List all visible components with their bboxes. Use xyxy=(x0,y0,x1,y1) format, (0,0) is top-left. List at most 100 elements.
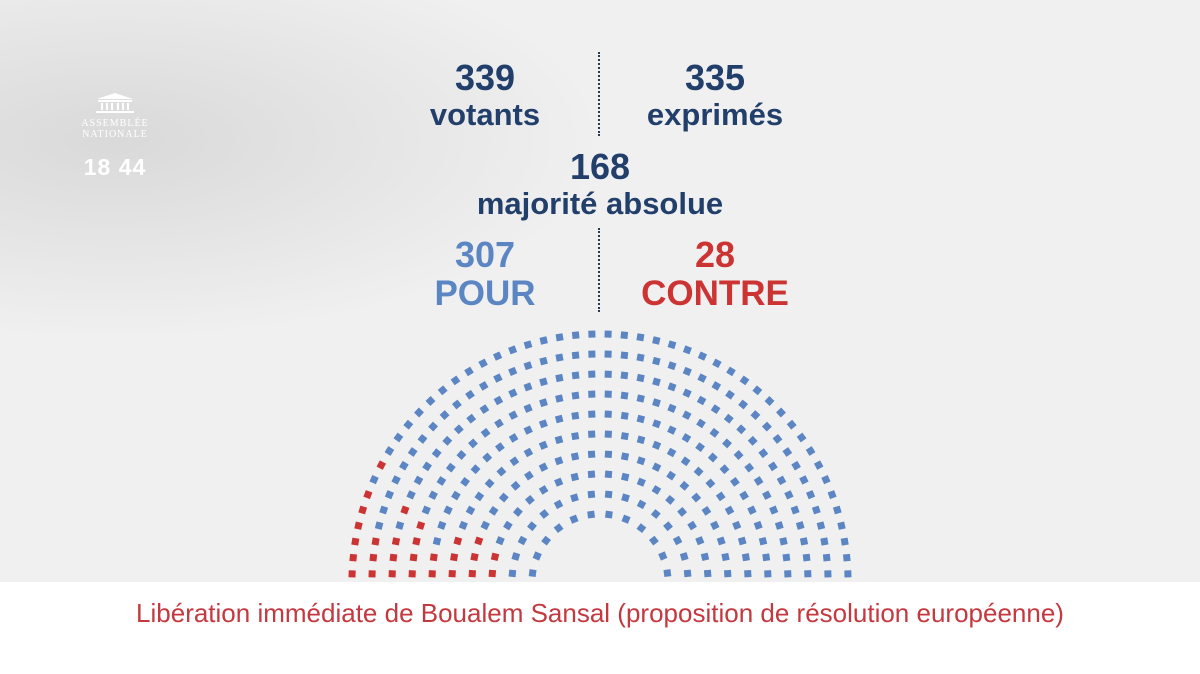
seat-pour xyxy=(667,361,677,371)
seat-pour xyxy=(384,446,395,456)
seat-pour xyxy=(604,510,613,519)
seat-pour xyxy=(620,351,629,360)
seat-contre xyxy=(349,553,358,562)
seat-pour xyxy=(604,490,613,499)
majorite-value: 168 xyxy=(569,146,631,187)
seat-pour xyxy=(488,506,499,516)
seat-pour xyxy=(508,366,518,376)
seat-pour xyxy=(538,462,549,472)
seat-pour xyxy=(587,470,596,479)
seat-pour xyxy=(620,432,629,441)
seat-pour xyxy=(651,485,662,495)
seat-pour xyxy=(723,569,732,578)
seat-pour xyxy=(524,470,534,481)
seat-pour xyxy=(682,345,692,355)
seat-pour xyxy=(786,419,797,430)
seat-pour xyxy=(652,377,661,387)
seat-pour xyxy=(682,410,692,420)
seat-pour xyxy=(665,494,676,505)
seat-pour xyxy=(523,403,533,413)
seat-pour xyxy=(478,358,488,369)
seat-pour xyxy=(697,373,707,383)
seat-contre xyxy=(368,570,376,578)
seat-pour xyxy=(827,490,837,500)
seat-contre xyxy=(429,553,438,562)
seat-pour xyxy=(738,399,749,410)
seat-contre xyxy=(470,552,479,562)
seat-pour xyxy=(484,478,495,489)
seat-pour xyxy=(764,570,772,578)
seat-pour xyxy=(604,430,612,438)
seat-pour xyxy=(799,537,809,546)
seat-pour xyxy=(744,570,752,578)
seat-pour xyxy=(621,493,630,503)
seat-pour xyxy=(421,505,431,515)
seat-contre xyxy=(371,537,380,546)
majorite-stat: 168 majorité absolue xyxy=(440,147,760,221)
logo-year: 18 44 xyxy=(83,154,147,180)
seat-pour xyxy=(620,452,630,461)
seat-pour xyxy=(511,552,521,561)
seat-pour xyxy=(604,470,613,479)
seat-pour xyxy=(588,410,596,418)
seat-pour xyxy=(652,398,661,408)
seat-contre xyxy=(409,553,418,562)
seat-pour xyxy=(711,381,722,391)
divider-top xyxy=(598,52,600,136)
seat-pour xyxy=(571,371,580,380)
seat-pour xyxy=(666,447,677,458)
seat-contre xyxy=(488,569,497,578)
seat-pour xyxy=(620,331,629,340)
seat-pour xyxy=(425,396,436,406)
seat-contre xyxy=(391,537,401,546)
seat-pour xyxy=(842,553,851,562)
seat-pour xyxy=(554,414,564,424)
seat-pour xyxy=(652,440,662,450)
contre-value: 28 xyxy=(694,234,736,275)
seat-contre xyxy=(448,570,456,578)
seat-pour xyxy=(510,480,521,491)
seat-pour xyxy=(824,570,832,578)
seat-pour xyxy=(464,366,474,377)
seat-contre xyxy=(363,490,373,500)
seat-pour xyxy=(527,521,537,532)
seat-pour xyxy=(784,490,794,500)
seat-pour xyxy=(587,510,596,519)
seat-pour xyxy=(417,433,428,444)
seat-pour xyxy=(439,410,450,421)
seat-pour xyxy=(805,446,816,456)
seat-pour xyxy=(470,464,481,475)
assemblee-nationale-logo: ASSEMBLÉE NATIONALE 18 44 xyxy=(72,92,158,181)
seat-pour xyxy=(555,394,564,403)
seat-pour xyxy=(538,419,548,429)
seat-pour xyxy=(795,521,805,530)
seat-pour xyxy=(700,552,710,562)
seat-pour xyxy=(796,432,807,443)
seat-pour xyxy=(779,537,788,546)
seat-pour xyxy=(832,505,842,515)
seat-pour xyxy=(703,569,712,578)
seat-pour xyxy=(747,505,757,515)
seat-pour xyxy=(687,520,697,531)
seat-pour xyxy=(667,340,677,350)
seat-contre xyxy=(389,553,398,562)
seat-pour xyxy=(604,390,612,398)
seat-pour xyxy=(493,373,503,383)
seat-pour xyxy=(569,514,579,524)
seat-pour xyxy=(636,499,647,510)
seat-pour xyxy=(667,382,677,392)
seat-pour xyxy=(648,535,659,546)
seat-pour xyxy=(724,505,735,516)
seat-pour xyxy=(681,433,692,443)
seat-pour xyxy=(466,413,477,424)
logo-name-line1: ASSEMBLÉE xyxy=(81,118,149,129)
seat-pour xyxy=(672,535,683,546)
seat-pour xyxy=(737,536,747,546)
seat-pour xyxy=(636,373,645,383)
seat-pour xyxy=(369,474,379,485)
seat-pour xyxy=(391,475,401,485)
seat-pour xyxy=(776,407,786,418)
caption-bar: Libération immédiate de Boualem Sansal (… xyxy=(0,582,1200,674)
seat-pour xyxy=(431,448,442,459)
seat-pour xyxy=(478,381,489,391)
